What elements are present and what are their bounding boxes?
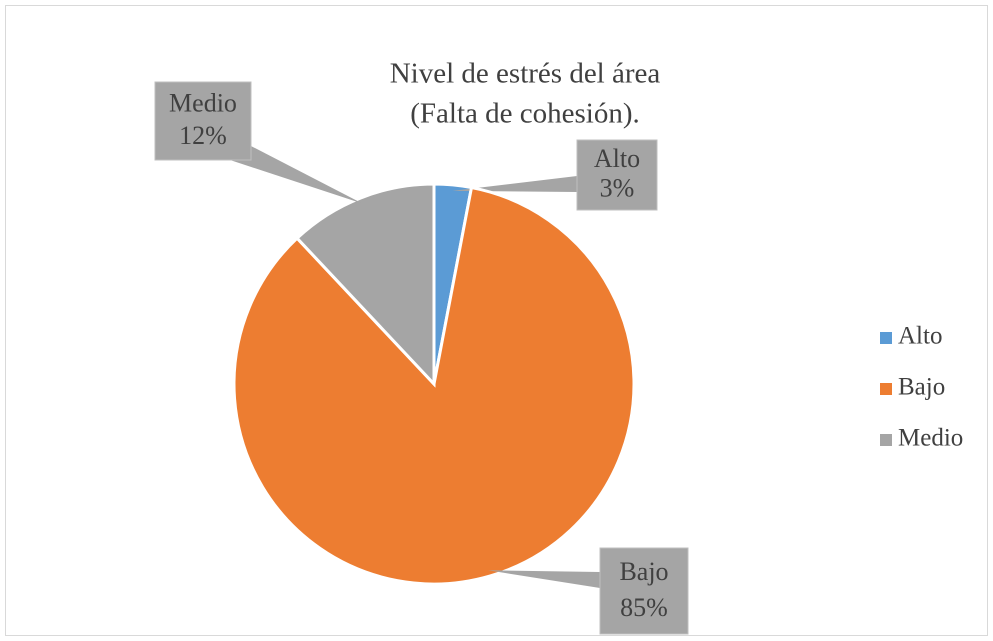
legend-label: Medio <box>898 425 963 452</box>
legend-swatch <box>880 383 892 395</box>
data-label-name: Medio <box>169 88 237 117</box>
data-label-value: 12% <box>179 121 227 150</box>
data-label-value: 85% <box>620 593 668 622</box>
legend-label: Alto <box>898 323 942 350</box>
legend-swatch <box>880 434 892 446</box>
chart-title: Nivel de estrés del área <box>390 58 661 90</box>
chart-title: (Falta de cohesión). <box>410 98 640 130</box>
label-callout <box>452 176 577 192</box>
data-label-value: 3% <box>600 173 635 202</box>
label-box <box>576 139 658 211</box>
legend-label: Bajo <box>898 374 945 401</box>
label-callout <box>230 146 363 204</box>
label-box <box>154 81 252 161</box>
data-label-name: Bajo <box>619 557 668 586</box>
label-callout <box>488 570 600 588</box>
label-box <box>599 547 689 635</box>
data-label-name: Alto <box>594 144 640 173</box>
legend-swatch <box>880 332 892 344</box>
pie-slice <box>294 182 436 388</box>
